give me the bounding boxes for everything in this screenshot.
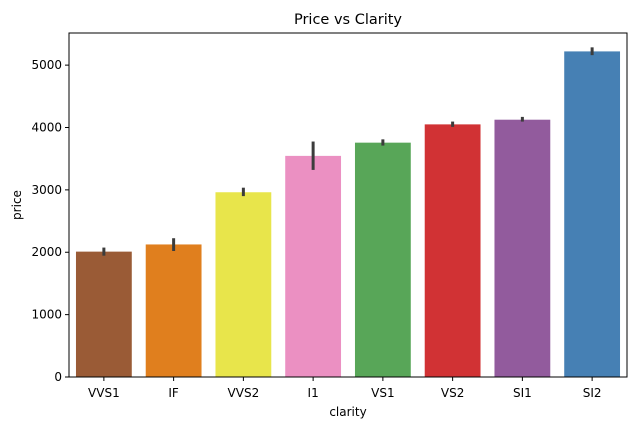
y-tick-label: 3000 xyxy=(31,183,62,197)
x-tick-label: SI2 xyxy=(583,386,602,400)
bar-vvs1 xyxy=(75,251,132,377)
x-tick-label: IF xyxy=(168,386,179,400)
y-tick-label: 0 xyxy=(54,370,62,384)
y-tick-label: 1000 xyxy=(31,308,62,322)
bar-vs2 xyxy=(424,124,481,377)
bar-vvs2 xyxy=(215,192,272,377)
x-tick-label: VS2 xyxy=(441,386,464,400)
x-axis-label: clarity xyxy=(329,405,366,419)
x-ticks-group: VVS1 IF VVS2 I1 VS1 VS2 SI1 SI2 xyxy=(88,377,602,400)
bar-si1 xyxy=(494,119,551,377)
x-tick-label: I1 xyxy=(308,386,319,400)
x-tick-label: VVS2 xyxy=(228,386,260,400)
bar-si2 xyxy=(564,51,621,377)
y-tick-label: 2000 xyxy=(31,245,62,259)
plot-frame xyxy=(68,32,628,378)
y-tick-label: 4000 xyxy=(31,120,62,134)
x-tick-label: SI1 xyxy=(513,386,532,400)
error-bars-group xyxy=(102,47,594,256)
bar-vs1 xyxy=(354,142,411,377)
x-tick-label: VS1 xyxy=(371,386,394,400)
chart-title: Price vs Clarity xyxy=(294,12,402,28)
bar-if xyxy=(145,244,202,377)
bar-i1 xyxy=(285,155,342,377)
bars-group xyxy=(75,51,621,377)
axes-group xyxy=(68,32,628,378)
y-tick-label: 5000 xyxy=(31,58,62,72)
x-tick-label: VVS1 xyxy=(88,386,120,400)
y-ticks-group: 0 1000 2000 3000 4000 5000 xyxy=(31,58,69,384)
y-axis-label: price xyxy=(10,190,24,220)
